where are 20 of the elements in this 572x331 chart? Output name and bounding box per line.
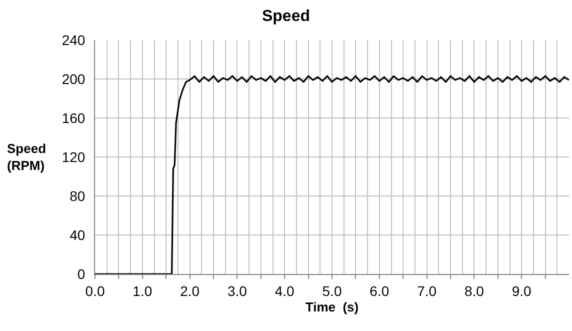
x-tick-label: 4.0 — [274, 282, 295, 299]
y-tick-label: 120 — [62, 148, 86, 165]
y-tick-label: 240 — [62, 32, 86, 48]
y-tick-label: 0 — [77, 266, 86, 282]
y-tick-label: 40 — [70, 226, 86, 243]
x-tick-label: 3.0 — [227, 282, 248, 299]
x-tick-label: 6.0 — [370, 282, 390, 299]
y-tick-label: 80 — [70, 188, 86, 204]
x-tick-label: 9.0 — [512, 282, 532, 299]
x-tick-label: 2.0 — [180, 282, 200, 299]
x-axis-title: Time (s) — [305, 299, 359, 314]
x-tick-label: 0.0 — [85, 282, 105, 299]
y-tick-label: 200 — [62, 70, 86, 87]
x-tick-label: 8.0 — [464, 282, 484, 299]
chart-title: Speed — [262, 8, 310, 26]
y-axis-title: Speed (RPM) — [7, 141, 46, 173]
x-tick-label: 1.0 — [132, 282, 152, 299]
y-tick-label: 160 — [62, 110, 86, 126]
x-tick-label: 5.0 — [322, 282, 342, 299]
x-tick-label: 7.0 — [417, 282, 437, 299]
